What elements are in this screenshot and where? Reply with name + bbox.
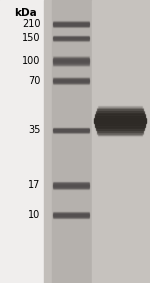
- Bar: [53, 214, 89, 215]
- Bar: [53, 25, 89, 26]
- Text: kDa: kDa: [14, 8, 37, 18]
- Bar: [53, 182, 89, 183]
- Bar: [94, 122, 146, 123]
- Bar: [96, 114, 144, 115]
- Bar: [53, 186, 89, 187]
- Bar: [96, 113, 144, 114]
- Bar: [94, 120, 146, 121]
- Bar: [97, 109, 143, 110]
- Bar: [97, 132, 143, 133]
- Bar: [97, 133, 143, 134]
- Bar: [97, 110, 143, 111]
- Bar: [53, 215, 89, 216]
- Bar: [97, 130, 143, 131]
- Bar: [95, 125, 145, 126]
- Bar: [53, 216, 89, 217]
- Bar: [95, 116, 145, 117]
- Bar: [53, 82, 89, 83]
- Text: 17: 17: [28, 180, 40, 190]
- Bar: [95, 126, 145, 127]
- Bar: [95, 124, 145, 125]
- Bar: [53, 58, 89, 59]
- Text: 10: 10: [28, 210, 40, 220]
- Bar: [98, 106, 142, 107]
- Bar: [96, 112, 144, 113]
- Bar: [94, 118, 146, 119]
- Bar: [52, 0, 97, 283]
- Bar: [44, 0, 150, 283]
- Bar: [53, 187, 89, 188]
- Bar: [53, 64, 89, 65]
- Bar: [97, 131, 143, 132]
- Bar: [98, 107, 142, 108]
- Bar: [53, 183, 89, 184]
- Bar: [53, 79, 89, 80]
- Bar: [53, 57, 89, 58]
- Text: 35: 35: [28, 125, 40, 135]
- Bar: [92, 0, 150, 283]
- Bar: [53, 217, 89, 218]
- Bar: [53, 24, 89, 25]
- Bar: [98, 135, 142, 136]
- Bar: [53, 23, 89, 24]
- Bar: [53, 212, 89, 213]
- Bar: [53, 59, 89, 60]
- Bar: [53, 61, 89, 62]
- Bar: [53, 77, 89, 78]
- Bar: [95, 123, 145, 124]
- Bar: [96, 127, 144, 128]
- Bar: [98, 134, 142, 135]
- Bar: [94, 121, 146, 122]
- Bar: [53, 63, 89, 64]
- Bar: [97, 108, 143, 109]
- Bar: [95, 117, 145, 118]
- Bar: [98, 136, 142, 137]
- Text: 150: 150: [22, 33, 40, 43]
- Bar: [53, 56, 89, 57]
- Bar: [53, 181, 89, 182]
- Bar: [96, 129, 144, 130]
- Bar: [53, 78, 89, 79]
- Text: 100: 100: [22, 56, 40, 66]
- Bar: [53, 213, 89, 214]
- Bar: [98, 105, 142, 106]
- Bar: [53, 83, 89, 84]
- Bar: [53, 60, 89, 61]
- Bar: [96, 111, 144, 112]
- Bar: [0, 0, 45, 283]
- Bar: [53, 22, 89, 23]
- Bar: [53, 185, 89, 186]
- Text: 70: 70: [28, 76, 40, 86]
- Bar: [95, 115, 145, 116]
- Bar: [53, 80, 89, 81]
- Bar: [53, 81, 89, 82]
- Bar: [53, 184, 89, 185]
- Bar: [53, 65, 89, 66]
- Bar: [96, 128, 144, 129]
- Bar: [53, 26, 89, 27]
- Bar: [53, 188, 89, 189]
- Text: 210: 210: [22, 19, 40, 29]
- Bar: [53, 62, 89, 63]
